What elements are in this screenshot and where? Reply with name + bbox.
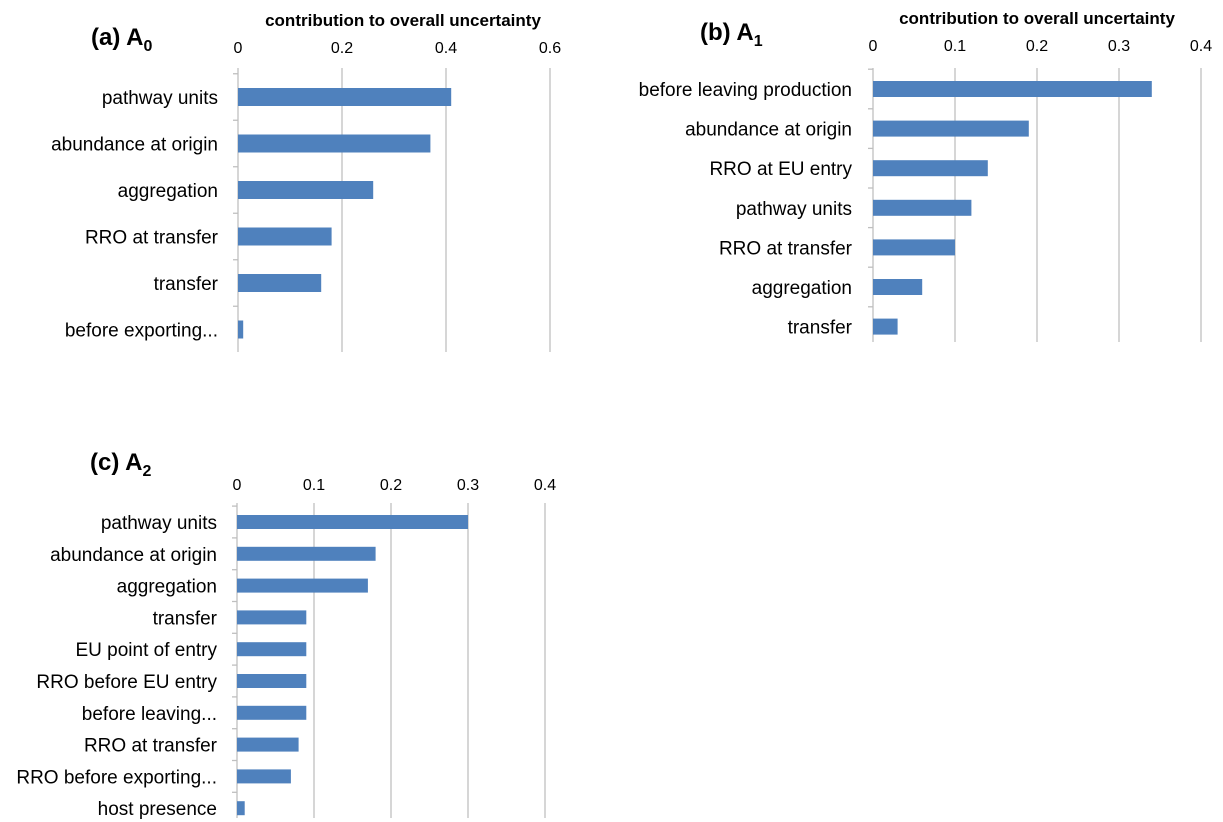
category-label: RRO before EU entry bbox=[36, 672, 217, 693]
bar bbox=[873, 120, 1029, 137]
category-label: abundance at origin bbox=[51, 135, 218, 156]
category-label: aggregation bbox=[117, 577, 217, 598]
category-label: transfer bbox=[153, 608, 218, 629]
bar bbox=[237, 578, 368, 593]
category-label: RRO at transfer bbox=[84, 736, 218, 757]
bar bbox=[237, 610, 307, 625]
x-tick-label: 0 bbox=[234, 40, 243, 57]
x-tick-label: 0.2 bbox=[380, 477, 402, 494]
panel-b: 0 0.1 0.2 0.3 0.4 before leaving production ab… bbox=[639, 9, 1212, 342]
x-tick-label: 0 bbox=[233, 477, 242, 494]
x-tick-label: 0.3 bbox=[457, 477, 479, 494]
x-axis-title: contribution to overall uncertainty bbox=[899, 9, 1175, 28]
panel-c: 0 0.1 0.2 0.3 0.4 pathway units abundance at o… bbox=[16, 449, 556, 820]
x-tick-label: 0.2 bbox=[1026, 38, 1048, 55]
panel-label-subscript: 1 bbox=[754, 33, 763, 50]
bar bbox=[237, 737, 299, 752]
panel-label: (a) A0 bbox=[91, 24, 152, 55]
category-label: before leaving production bbox=[639, 80, 852, 101]
category-label: pathway units bbox=[102, 88, 218, 109]
x-axis-title: contribution to overall uncertainty bbox=[265, 11, 541, 30]
bar bbox=[238, 227, 332, 246]
x-tick-label: 0.1 bbox=[944, 38, 966, 55]
bar bbox=[873, 199, 972, 216]
bar bbox=[873, 318, 898, 335]
bar bbox=[237, 642, 307, 657]
bar bbox=[237, 515, 468, 529]
x-tick-label: 0.6 bbox=[539, 40, 561, 57]
panel-label-text: (a) A bbox=[91, 24, 143, 51]
category-label: before leaving... bbox=[82, 704, 217, 725]
category-label: EU point of entry bbox=[75, 640, 217, 661]
category-label: aggregation bbox=[752, 278, 852, 299]
category-label: transfer bbox=[154, 274, 219, 295]
bar bbox=[238, 320, 244, 339]
bar bbox=[873, 279, 923, 295]
bar bbox=[238, 134, 431, 153]
category-label: RRO at transfer bbox=[719, 238, 853, 259]
category-label: aggregation bbox=[118, 181, 218, 202]
bar bbox=[237, 705, 307, 720]
x-tick-label: 0 bbox=[869, 38, 878, 55]
panel-label-subscript: 2 bbox=[142, 463, 151, 480]
x-tick-label: 0.4 bbox=[534, 477, 556, 494]
panel-label: (b) A1 bbox=[700, 19, 763, 50]
category-label: abundance at origin bbox=[685, 120, 852, 141]
category-label: before exporting... bbox=[65, 321, 218, 342]
panel-label-text: (b) A bbox=[700, 19, 754, 46]
panel-label-subscript: 0 bbox=[143, 38, 152, 55]
x-tick-label: 0.4 bbox=[1190, 38, 1212, 55]
panel-label: (c) A2 bbox=[90, 449, 151, 480]
bar bbox=[873, 239, 955, 256]
x-tick-label: 0.1 bbox=[303, 477, 325, 494]
bar bbox=[237, 801, 245, 816]
category-label: host presence bbox=[98, 799, 217, 820]
x-tick-label: 0.4 bbox=[435, 40, 457, 57]
category-label: transfer bbox=[788, 318, 853, 339]
bar bbox=[237, 769, 291, 784]
bar bbox=[237, 674, 307, 688]
bar bbox=[238, 88, 452, 106]
x-tick-label: 0.3 bbox=[1108, 38, 1130, 55]
bar bbox=[238, 274, 322, 292]
category-label: RRO before exporting... bbox=[16, 767, 217, 788]
bar bbox=[237, 546, 376, 561]
category-label: abundance at origin bbox=[50, 545, 217, 566]
bar bbox=[873, 81, 1152, 97]
panel-a: 0 0.2 0.4 0.6 pathway units abundance at orig… bbox=[51, 11, 561, 352]
category-label: RRO at transfer bbox=[85, 228, 219, 249]
category-label: pathway units bbox=[101, 513, 217, 534]
bar bbox=[873, 160, 988, 177]
category-label: RRO at EU entry bbox=[709, 159, 852, 180]
x-tick-label: 0.2 bbox=[331, 40, 353, 57]
bar bbox=[238, 181, 374, 199]
category-label: pathway units bbox=[736, 199, 852, 220]
panel-label-text: (c) A bbox=[90, 449, 142, 476]
